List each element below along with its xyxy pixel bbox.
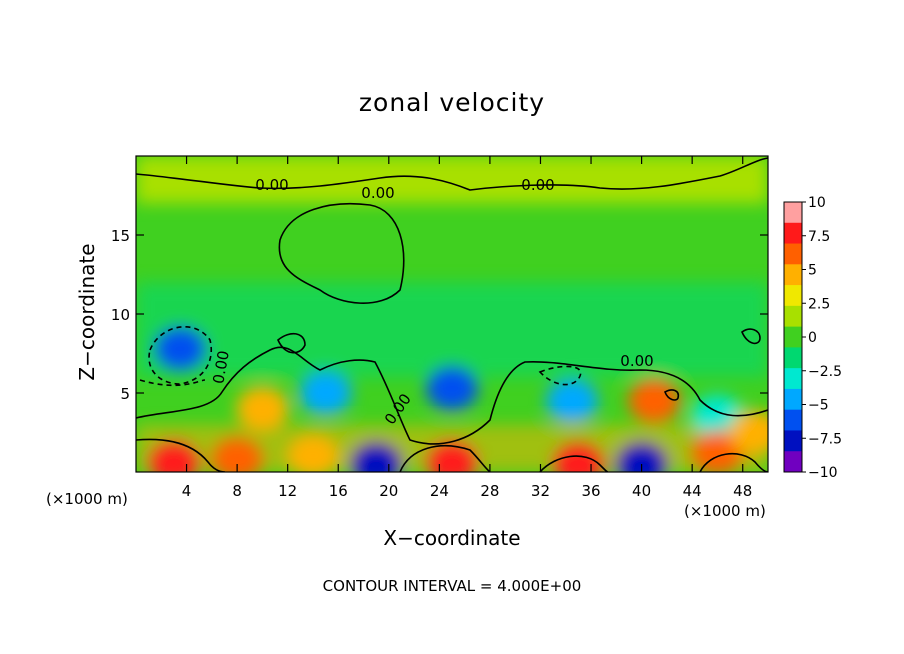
field-blob-12 <box>691 431 744 472</box>
contour-line-9 <box>538 365 582 386</box>
contour-label-4: 0.00 <box>209 349 233 385</box>
contour-line-5 <box>539 455 609 472</box>
x-tick-label-7: 32 <box>531 482 550 500</box>
x-tick-label-5: 24 <box>430 482 449 500</box>
field-band-top <box>136 156 768 204</box>
x-unit-left: (×1000 m) <box>46 490 128 508</box>
x-tick-label-9: 40 <box>632 482 651 500</box>
y-axis-label: Z−coordinate <box>75 243 99 381</box>
x-tick-label-0: 4 <box>182 482 192 500</box>
x-tick-label-8: 36 <box>581 482 600 500</box>
colorbar-tick-label-4: 0 <box>808 330 817 346</box>
colorbar-segment-9 <box>784 388 802 411</box>
field-blob-4 <box>546 378 599 423</box>
field-blob-11 <box>615 442 668 472</box>
field-blob-13 <box>729 410 768 455</box>
colorbar-segment-12 <box>784 451 802 473</box>
colorbar-tick-label-6: −5 <box>808 398 829 414</box>
contour-line-3 <box>136 438 226 472</box>
x-tick-label-2: 12 <box>278 482 297 500</box>
y-tick-label-1: 10 <box>111 306 130 324</box>
field-blob-15 <box>286 434 339 472</box>
colorbar-segment-2 <box>784 243 802 265</box>
colorbar-tick-label-8: −10 <box>808 465 838 481</box>
field-blob-3 <box>426 366 478 411</box>
contour-label-3: 0.00 <box>620 352 653 370</box>
x-tick-label-3: 16 <box>329 482 348 500</box>
colorbar-segment-8 <box>784 368 802 390</box>
colorbar-tick-label-2: 5 <box>808 263 817 279</box>
x-tick-label-10: 44 <box>683 482 702 500</box>
colorbar-segment-10 <box>784 409 802 431</box>
x-axis-label: X−coordinate <box>383 526 521 550</box>
y-tick-label-0: 5 <box>120 385 130 403</box>
contour-interval-note: CONTOUR INTERVAL = 4.000E+00 <box>322 577 582 595</box>
contour-line-1 <box>278 202 405 304</box>
field-blob-5 <box>628 378 681 423</box>
field-blob-0 <box>154 326 207 371</box>
contour-line-12 <box>277 332 306 354</box>
x-unit-right: (×1000 m) <box>684 502 766 520</box>
contour-line-10 <box>741 328 761 345</box>
contour-line-8 <box>139 379 206 387</box>
colorbar-segment-0 <box>784 202 802 224</box>
contour-line-11 <box>664 389 680 401</box>
field-blob-10 <box>552 442 605 472</box>
contour-label-1: 0.00 <box>361 184 394 202</box>
colorbar-segment-7 <box>784 347 802 369</box>
colorbar-segment-3 <box>784 264 802 286</box>
colorbar-segment-4 <box>784 285 802 307</box>
colorbar-segment-5 <box>784 305 802 328</box>
colorbar-tick-label-1: 7.5 <box>808 229 830 245</box>
contour-label-2: 0.00 <box>521 176 554 194</box>
contour-line-0 <box>136 157 768 191</box>
chart-title: zonal velocity <box>358 88 546 117</box>
contour-line-4 <box>399 445 491 472</box>
field-blob-14 <box>211 437 264 472</box>
contour-line-6 <box>699 453 768 472</box>
field-blob-7 <box>147 440 200 472</box>
colorbar-tick-label-3: 2.5 <box>808 296 830 312</box>
field-blob-2 <box>299 371 352 415</box>
x-tick-label-4: 20 <box>379 482 398 500</box>
field-blob-1 <box>236 386 289 431</box>
colorbar-segment-1 <box>784 222 802 245</box>
x-tick-label-1: 8 <box>232 482 242 500</box>
colorbar-tick-label-7: −7.5 <box>808 431 842 447</box>
colorbar-tick-label-5: −2.5 <box>808 364 842 380</box>
contour-label-0: 0.00 <box>255 176 288 194</box>
field-blob-8 <box>350 442 403 472</box>
x-tick-label-6: 28 <box>480 482 499 500</box>
colorbar-segment-11 <box>784 430 802 452</box>
colorbar-tick-label-0: 10 <box>808 195 826 211</box>
y-tick-label-2: 15 <box>111 227 130 245</box>
colorbar-segment-6 <box>784 326 802 348</box>
contour-line-2 <box>136 346 768 445</box>
x-tick-label-11: 48 <box>733 482 752 500</box>
field-band-mid <box>136 282 768 378</box>
